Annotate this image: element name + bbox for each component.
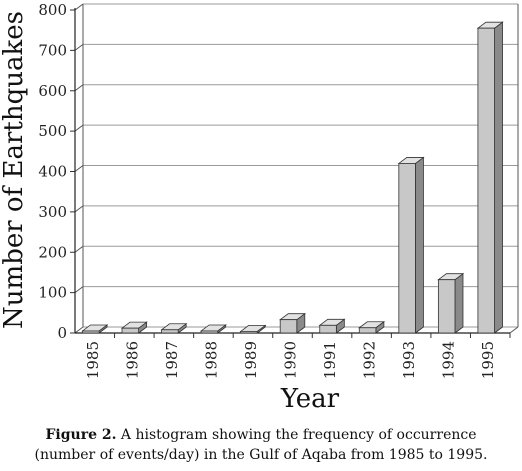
x-tick-label-1989: 1989 [242, 341, 260, 379]
gridlines [74, 3, 518, 334]
y-tick-labels: 0 100 200 300 400 500 600 700 800 [38, 1, 67, 342]
x-tick-label-1988: 1988 [202, 341, 220, 379]
gridline-depth-100 [74, 286, 84, 294]
gridline-depth-200 [74, 245, 84, 253]
caption-label: Figure 2. [45, 427, 117, 443]
bar-1990 [278, 312, 307, 334]
bar-1989 [239, 324, 267, 334]
bar-1993 [397, 156, 425, 334]
x-tick-label-1987: 1987 [163, 341, 181, 379]
y-tick-label-100: 100 [38, 284, 67, 302]
y-tick-label-600: 600 [38, 82, 67, 100]
bar-1985 [81, 324, 109, 334]
x-tick-label-1992: 1992 [361, 341, 379, 379]
gridline-depth-700 [74, 43, 84, 51]
gridline-depth-300 [74, 205, 84, 213]
gridline-depth-500 [74, 124, 84, 132]
y-tick-label-200: 200 [38, 243, 67, 261]
y-tick-label-300: 300 [38, 203, 67, 221]
bars [81, 21, 504, 334]
y-axis-title: Number of Earthquakes [0, 11, 29, 329]
bar-1991 [318, 318, 346, 334]
x-tick-label-1995: 1995 [479, 341, 497, 379]
x-tick-label-1994: 1994 [440, 341, 458, 379]
floor-right-edge [509, 326, 519, 334]
x-tick-labels: 1985 1986 1987 1988 1989 1990 1991 1992 1993 1994… [84, 341, 497, 379]
gridline-depth-600 [74, 84, 84, 92]
bar-1994 [437, 272, 465, 334]
caption-line2: (number of events/day) in the Gulf of Aq… [34, 447, 488, 463]
x-tick-label-1990: 1990 [282, 341, 300, 379]
x-axis-title: Year [280, 384, 340, 414]
bar-1986 [120, 321, 148, 334]
x-tick-label-1985: 1985 [84, 341, 102, 379]
gridline-depth-400 [74, 165, 84, 172]
y-tick-label-700: 700 [38, 41, 67, 59]
y-tick-label-800: 800 [38, 1, 67, 19]
caption-line1: A histogram showing the frequency of occ… [116, 427, 477, 443]
x-tick-label-1991: 1991 [321, 341, 339, 379]
x-tick-label-1993: 1993 [400, 341, 418, 379]
bar-1992 [358, 320, 386, 334]
bar-1988 [199, 324, 227, 334]
x-tick-label-1986: 1986 [123, 341, 141, 379]
figure-caption: Figure 2. A histogram showing the freque… [0, 425, 522, 465]
y-tick-label-0: 0 [57, 324, 67, 342]
gridline-depth-800 [74, 3, 84, 11]
bar-1987 [160, 322, 188, 334]
gridline-depth-0 [74, 326, 84, 334]
bar-1995 [476, 21, 504, 334]
y-tick-label-500: 500 [38, 122, 67, 140]
y-tick-label-400: 400 [38, 163, 67, 181]
